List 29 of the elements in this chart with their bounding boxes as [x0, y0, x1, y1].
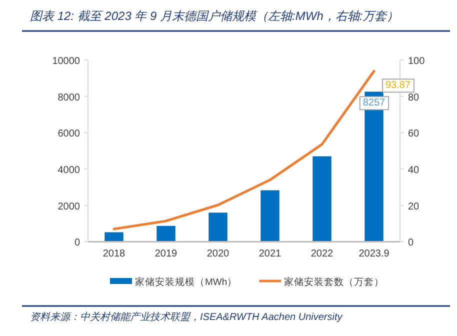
bar: [312, 156, 332, 242]
data-label: 8257: [362, 98, 386, 109]
y-tick-label: 6000: [58, 128, 80, 140]
y2-tick-label: 0: [408, 238, 414, 249]
y-tick-label: 2000: [58, 201, 80, 212]
legend-label: 家储安装套数（万套）: [284, 276, 384, 288]
bar: [208, 212, 228, 242]
x-tick-label: 2019: [154, 248, 178, 260]
bar: [156, 226, 176, 242]
y2-tick-label: 60: [408, 128, 420, 140]
x-tick-label: 2018: [102, 248, 126, 260]
y2-tick-label: 80: [408, 92, 420, 104]
y2-tick-label: 40: [408, 165, 420, 176]
text: 资料来源：中关村储能产业技术联盟，ISEA&RWTH Aachen University: [30, 311, 344, 323]
y-tick-label: 0: [74, 238, 80, 249]
data-label: 93.87: [385, 80, 411, 92]
y2-tick-label: 100: [408, 56, 426, 67]
y-tick-label: 10000: [52, 56, 80, 67]
x-tick-label: 2022: [310, 248, 334, 260]
x-tick-label: 2021: [258, 248, 282, 260]
bar: [104, 232, 124, 242]
y2-tick-label: 20: [408, 201, 420, 212]
x-tick-label: 2023.9: [358, 248, 390, 260]
chart-title: 图表 12: 截至 2023 年 9 月末德国户储规模（左轴:MWh，右轴:万套）: [30, 9, 399, 23]
y-tick-label: 8000: [58, 92, 80, 104]
y-tick-label: 4000: [58, 165, 80, 176]
legend-label: 家储安装规模（MWh）: [135, 276, 238, 288]
x-tick-label: 2020: [206, 248, 230, 260]
bar: [260, 190, 280, 242]
